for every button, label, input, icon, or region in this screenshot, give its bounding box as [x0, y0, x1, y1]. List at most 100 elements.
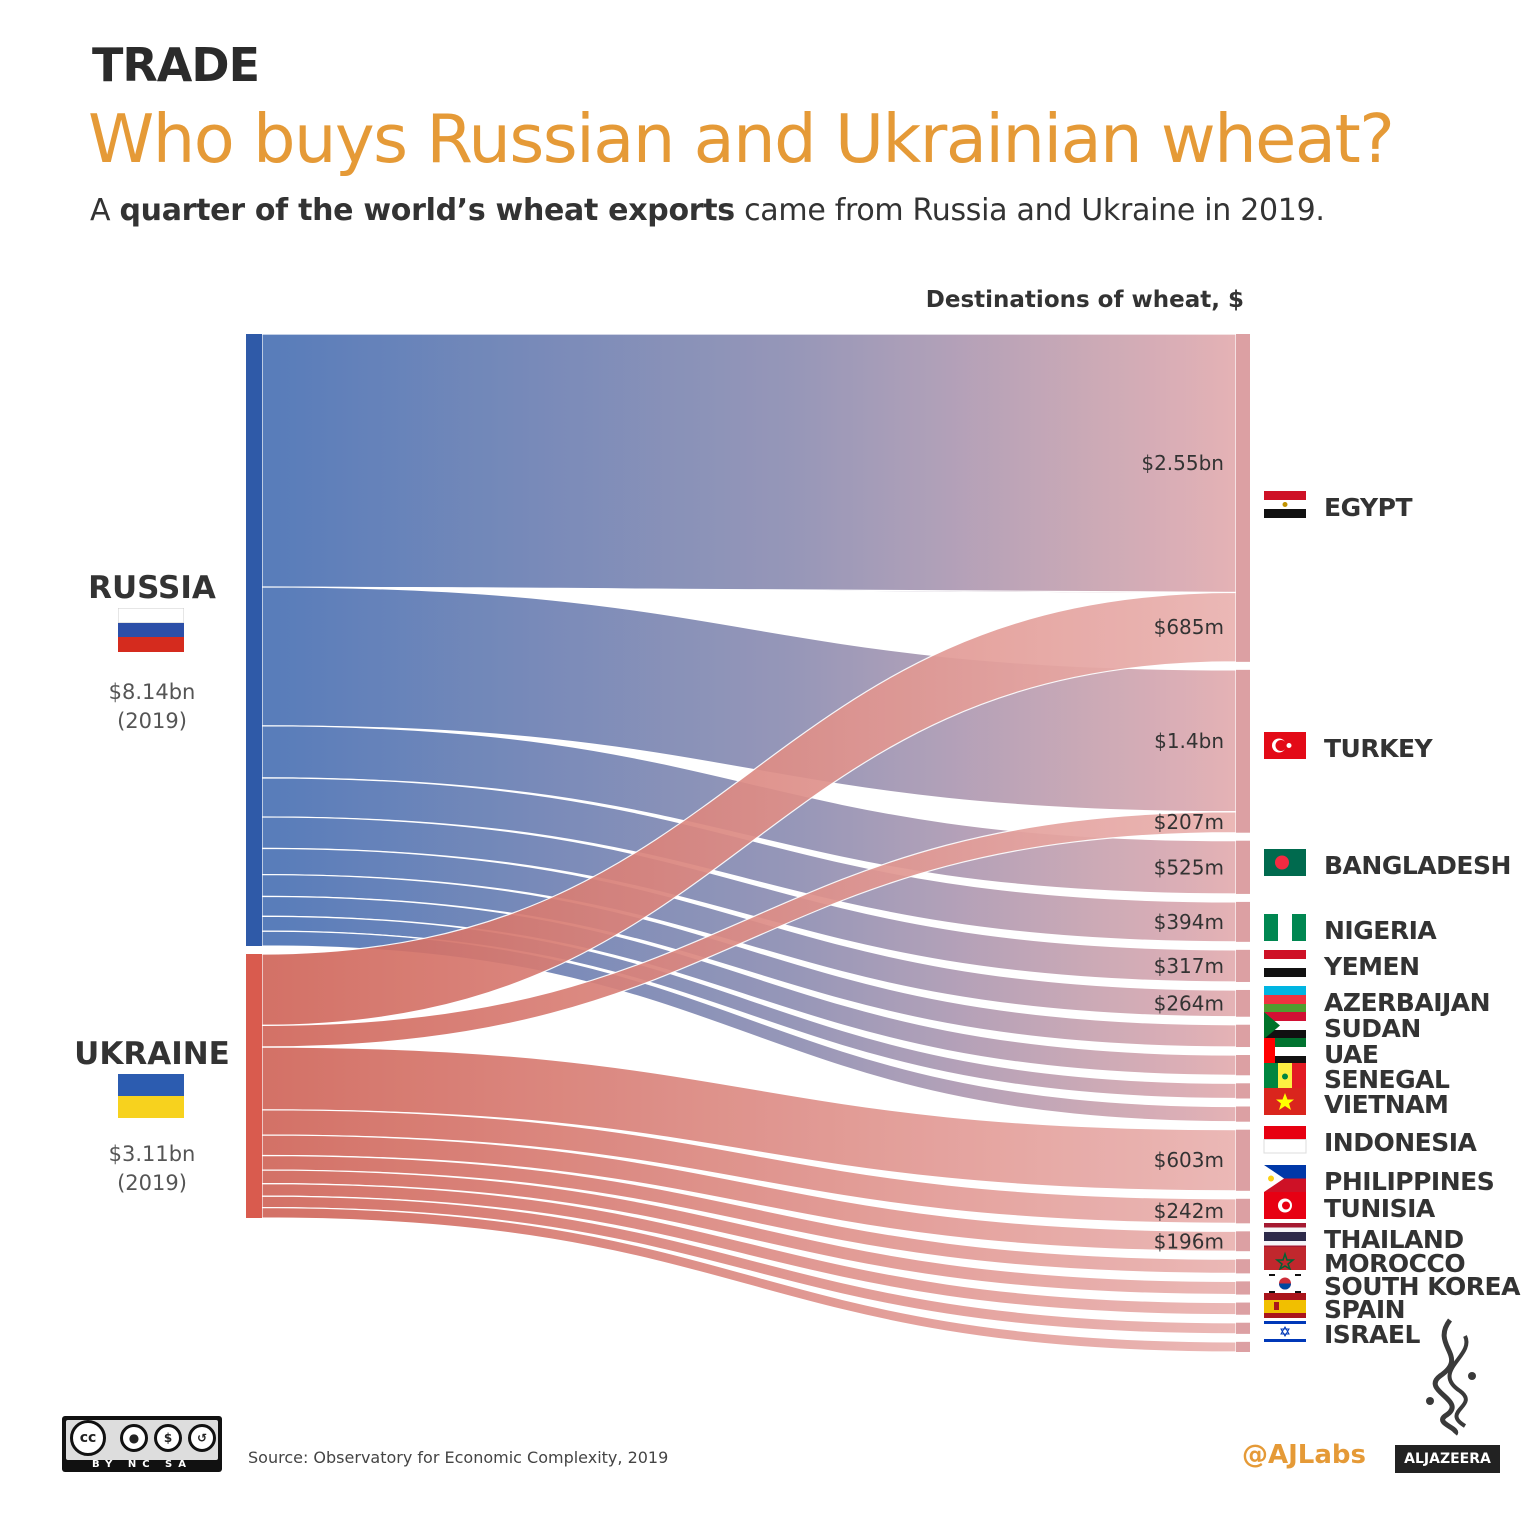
- flow-ukraine-spain: [261, 1195, 1237, 1335]
- dest-label-thailand: THAILAND: [1324, 1225, 1464, 1254]
- value-label: $2.55bn: [1141, 451, 1224, 475]
- dest-node-turkey: [1236, 669, 1250, 833]
- dest-node-sudan: [1236, 1024, 1250, 1048]
- subtitle-prefix: A: [90, 193, 120, 228]
- uae-flag: [1264, 1038, 1306, 1065]
- dest-label-indonesia: INDONESIA: [1324, 1128, 1478, 1157]
- flow-ukraine-south-korea: [261, 1183, 1237, 1316]
- dest-label-vietnam: VIETNAM: [1324, 1090, 1448, 1119]
- dest-node-vietnam: [1236, 1106, 1250, 1122]
- value-label: $1.4bn: [1154, 729, 1224, 753]
- license-text: BY NC SA: [92, 1459, 192, 1470]
- dest-label-turkey: TURKEY: [1324, 734, 1434, 763]
- indonesia-flag: [1263, 1126, 1307, 1154]
- dest-node-thailand: [1236, 1259, 1250, 1274]
- value-label: $394m: [1154, 910, 1224, 934]
- attribution-icon: ●: [120, 1424, 148, 1452]
- source-node-ukraine: [246, 954, 262, 1218]
- noncommercial-icon: $: [154, 1424, 182, 1452]
- sankey-flows: [261, 333, 1237, 1353]
- flow-russia-nigeria: [261, 777, 1237, 943]
- dest-node-bangladesh: [1236, 840, 1250, 894]
- subtitle-rest: came from Russia and Ukraine in 2019.: [734, 193, 1325, 228]
- chart-title: Destinations of wheat, $: [925, 287, 1244, 313]
- dest-label-uae: UAE: [1324, 1040, 1378, 1069]
- dest-label-nigeria: NIGERIA: [1324, 916, 1437, 945]
- thailand-flag: [1264, 1223, 1306, 1250]
- dest-label-yemen: YEMEN: [1323, 952, 1420, 981]
- aljazeera-brand: ALJAZEERA: [1395, 1445, 1500, 1473]
- israel-flag: [1264, 1318, 1306, 1345]
- value-label: $525m: [1154, 855, 1224, 879]
- value-label: $196m: [1154, 1229, 1224, 1253]
- dest-node-israel: [1236, 1341, 1250, 1352]
- subtitle-bold: quarter of the world’s wheat exports: [119, 193, 735, 228]
- dest-node-azerbaijan: [1236, 989, 1250, 1017]
- value-label: $317m: [1154, 954, 1224, 978]
- sharealike-icon: ↺: [188, 1424, 216, 1452]
- dest-node-egypt: [1236, 334, 1250, 662]
- spain-flag: [1264, 1293, 1306, 1320]
- nigeria-flag: [1264, 914, 1306, 941]
- russia-value: $8.14bn: [108, 680, 196, 704]
- dest-node-indonesia: [1236, 1129, 1250, 1191]
- ajlabs-handle: @AJLabs: [1242, 1440, 1366, 1470]
- dest-label-bangladesh: BANGLADESH: [1324, 851, 1511, 880]
- subtitle: A quarter of the world’s wheat exports c…: [90, 193, 1325, 228]
- turkey-flag: [1264, 732, 1306, 759]
- source-note: Source: Observatory for Economic Complex…: [248, 1448, 669, 1467]
- russia-name: RUSSIA: [88, 570, 216, 606]
- dest-label-azerbaijan: AZERBAIJAN: [1324, 988, 1490, 1017]
- russia-flag: [118, 608, 184, 652]
- page-title: Who buys Russian and Ukrainian wheat?: [88, 100, 1395, 178]
- morocco-flag: [1264, 1247, 1306, 1274]
- flow-russia-egypt: [261, 333, 1237, 594]
- dest-label-israel: ISRAEL: [1324, 1320, 1420, 1349]
- flow-ukraine-morocco: [261, 1169, 1237, 1296]
- russia-label: RUSSIA $8.14bn (2019): [52, 570, 252, 736]
- yemen-flag: [1264, 950, 1306, 977]
- sankey-nodes: [246, 334, 1250, 1352]
- cc-badge: cc: [70, 1420, 106, 1456]
- egypt-flag: [1264, 491, 1306, 518]
- ukraine-year: (2019): [117, 1171, 187, 1195]
- source-node-russia: [246, 334, 262, 946]
- dest-label-senegal: SENEGAL: [1324, 1065, 1450, 1094]
- value-label: $207m: [1154, 810, 1224, 834]
- senegal-flag: [1264, 1063, 1306, 1090]
- creative-commons-icon: cc ● $ ↺ BY NC SA: [62, 1416, 222, 1472]
- dest-node-nigeria: [1236, 901, 1250, 942]
- azerbaijan-flag: [1264, 986, 1306, 1013]
- sudan-flag: [1264, 1012, 1306, 1039]
- value-label: $685m: [1154, 615, 1224, 639]
- dest-label-morocco: MOROCCO: [1324, 1249, 1465, 1278]
- kicker: TRADE: [92, 38, 260, 92]
- ukraine-value: $3.11bn: [108, 1142, 196, 1166]
- dest-node-south-korea: [1236, 1302, 1250, 1315]
- value-label: $603m: [1154, 1148, 1224, 1172]
- philippines-flag: [1264, 1165, 1306, 1192]
- ukraine-flag: [118, 1074, 184, 1118]
- dest-node-spain: [1236, 1322, 1250, 1334]
- dest-node-philippines: [1236, 1198, 1250, 1224]
- dest-label-tunisia: TUNISIA: [1324, 1194, 1436, 1223]
- dest-label-spain: SPAIN: [1324, 1295, 1405, 1324]
- dest-node-tunisia: [1236, 1231, 1250, 1252]
- ukraine-label: UKRAINE $3.11bn (2019): [52, 1036, 252, 1198]
- dest-node-uae: [1236, 1055, 1250, 1076]
- dest-label-sudan: SUDAN: [1324, 1014, 1421, 1043]
- value-label: $264m: [1154, 991, 1224, 1015]
- aljazeera-logo-icon: [1426, 1318, 1476, 1436]
- ukraine-name: UKRAINE: [74, 1036, 230, 1072]
- south-korea-flag: [1264, 1270, 1306, 1297]
- value-label: $242m: [1154, 1199, 1224, 1223]
- russia-year: (2019): [117, 709, 187, 733]
- tunisia-flag: [1264, 1192, 1306, 1219]
- bangladesh-flag: [1264, 849, 1306, 876]
- dest-label-egypt: EGYPT: [1324, 493, 1412, 522]
- dest-label-south-korea: SOUTH KOREA: [1324, 1272, 1521, 1301]
- dest-node-morocco: [1236, 1281, 1250, 1295]
- dest-node-yemen: [1236, 949, 1250, 982]
- dest-node-senegal: [1236, 1083, 1250, 1099]
